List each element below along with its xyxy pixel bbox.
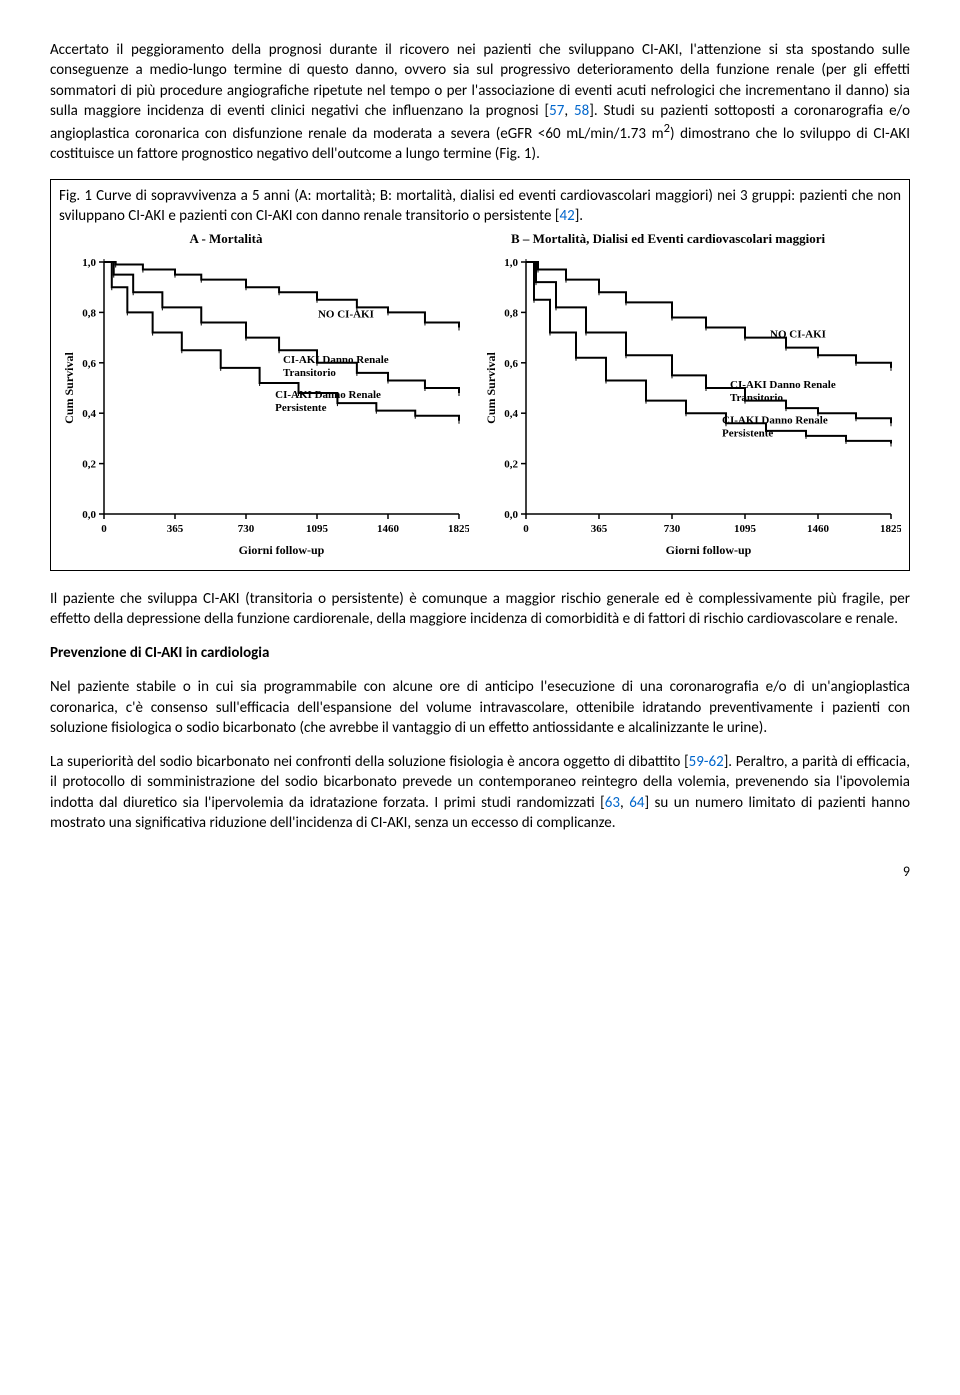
text: Fig. 1 Curve di sopravvivenza a 5 anni (…	[59, 187, 901, 225]
svg-text:Giorni follow-up: Giorni follow-up	[239, 543, 325, 557]
svg-text:1,0: 1,0	[82, 257, 96, 269]
svg-text:730: 730	[238, 523, 255, 535]
paragraph-1: Accertato il peggioramento della prognos…	[50, 40, 910, 165]
svg-text:0,4: 0,4	[82, 408, 96, 420]
svg-text:0: 0	[101, 523, 107, 535]
svg-text:NO CI-AKI: NO CI-AKI	[770, 328, 826, 340]
svg-text:Persistente: Persistente	[722, 427, 773, 439]
svg-text:0,2: 0,2	[504, 458, 518, 470]
svg-text:730: 730	[664, 523, 681, 535]
text: La superiorità del sodio bicarbonato nei…	[50, 753, 689, 771]
svg-text:CI-AKI Danno Renale: CI-AKI Danno Renale	[722, 414, 828, 426]
svg-text:0,0: 0,0	[504, 509, 518, 521]
svg-text:0: 0	[523, 523, 529, 535]
svg-text:1095: 1095	[734, 523, 757, 535]
svg-text:1825: 1825	[880, 523, 901, 535]
svg-text:365: 365	[167, 523, 184, 535]
text: ,	[564, 102, 574, 120]
svg-text:365: 365	[591, 523, 608, 535]
ref-57: 57	[549, 102, 564, 120]
text: ,	[620, 794, 629, 812]
page-number: 9	[50, 863, 910, 882]
figure-1-caption: Fig. 1 Curve di sopravvivenza a 5 anni (…	[59, 186, 901, 227]
svg-text:CI-AKI Danno Renale: CI-AKI Danno Renale	[275, 389, 381, 401]
chart-a-wrap: A - Mortalità 0,0 0,2 0,4 0,6 0,8 1,0 0 365 730 1…	[59, 230, 473, 562]
svg-text:0,0: 0,0	[82, 509, 96, 521]
ref-58: 58	[574, 102, 589, 120]
text: ].	[575, 207, 583, 225]
paragraph-4: La superiorità del sodio bicarbonato nei…	[50, 752, 910, 833]
svg-text:0,6: 0,6	[82, 357, 96, 369]
svg-text:Transitorio: Transitorio	[283, 366, 336, 378]
svg-text:NO CI-AKI: NO CI-AKI	[318, 308, 374, 320]
chart-a-svg: 0,0 0,2 0,4 0,6 0,8 1,0 0 365 730 1095 1460 1825 Cum…	[59, 252, 469, 562]
chart-b-wrap: B – Mortalità, Dialisi ed Eventi cardiov…	[481, 230, 901, 562]
figure-1-box: Fig. 1 Curve di sopravvivenza a 5 anni (…	[50, 179, 910, 571]
section-heading: Prevenzione di CI-AKI in cardiologia	[50, 643, 910, 663]
paragraph-2: Il paziente che sviluppa CI-AKI (transit…	[50, 589, 910, 630]
svg-text:Giorni follow-up: Giorni follow-up	[666, 543, 752, 557]
svg-text:CI-AKI Danno Renale: CI-AKI Danno Renale	[283, 353, 389, 365]
svg-text:0,6: 0,6	[504, 357, 518, 369]
ref-63: 63	[605, 794, 620, 812]
paragraph-3: Nel paziente stabile o in cui sia progra…	[50, 677, 910, 738]
svg-text:1825: 1825	[448, 523, 469, 535]
ref-42: 42	[559, 207, 574, 225]
svg-text:0,8: 0,8	[82, 307, 96, 319]
chart-a-title: A - Mortalità	[59, 230, 473, 248]
charts-row: A - Mortalità 0,0 0,2 0,4 0,6 0,8 1,0 0 365 730 1…	[59, 230, 901, 562]
svg-text:1460: 1460	[377, 523, 400, 535]
svg-text:1460: 1460	[807, 523, 830, 535]
svg-text:Transitorio: Transitorio	[730, 392, 783, 404]
svg-text:1,0: 1,0	[504, 257, 518, 269]
ref-59-62: 59-62	[689, 753, 724, 771]
svg-text:0,2: 0,2	[82, 458, 96, 470]
svg-text:1095: 1095	[306, 523, 329, 535]
svg-text:CI-AKI Danno Renale: CI-AKI Danno Renale	[730, 379, 836, 391]
chart-b-title: B – Mortalità, Dialisi ed Eventi cardiov…	[481, 230, 901, 248]
svg-text:Cum Survival: Cum Survival	[62, 351, 76, 423]
svg-text:0,8: 0,8	[504, 307, 518, 319]
svg-text:Persistente: Persistente	[275, 402, 326, 414]
chart-b-svg: 0,0 0,2 0,4 0,6 0,8 1,0 0 365 730 1095 1460 1825 Cum…	[481, 252, 901, 562]
svg-text:Cum Survival: Cum Survival	[484, 351, 498, 423]
svg-text:0,4: 0,4	[504, 408, 518, 420]
ref-64: 64	[629, 794, 644, 812]
